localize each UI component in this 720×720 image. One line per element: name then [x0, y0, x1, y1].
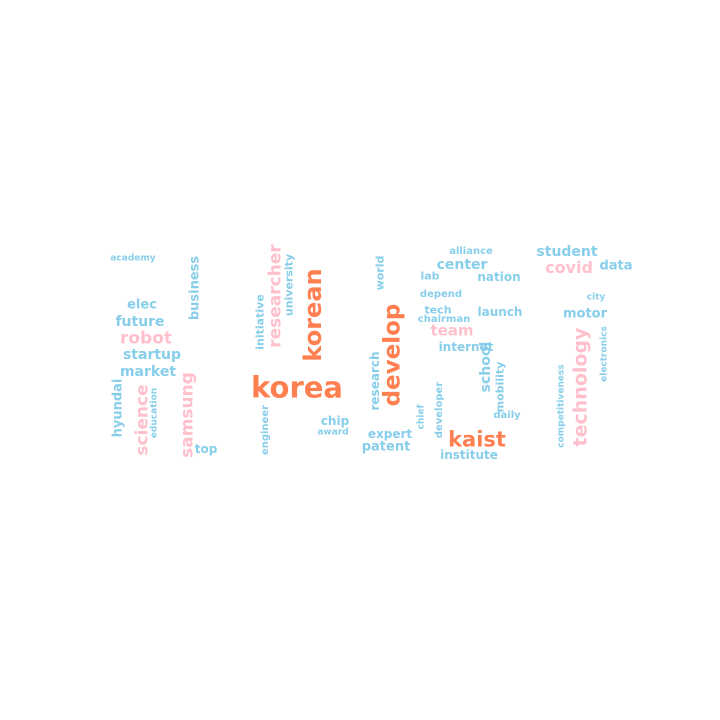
word-lab: lab [420, 269, 440, 283]
word-world: world [373, 255, 387, 291]
word-electronics: electronics [599, 326, 610, 382]
word-technology: technology [569, 327, 592, 447]
word-academy: academy [110, 253, 156, 264]
word-research: research [368, 351, 382, 411]
word-covid: covid [545, 258, 593, 277]
word-startup: startup [122, 347, 182, 363]
word-hyundai: hyundai [110, 378, 126, 438]
word-city: city [586, 292, 606, 303]
word-competitiveness: competitiveness [556, 364, 567, 448]
word-tech: tech [424, 303, 452, 317]
word-future: future [115, 314, 165, 330]
word-top: top [194, 442, 218, 456]
word-mobility: mobility [493, 361, 507, 413]
word-initiative: initiative [253, 294, 267, 350]
word-elec: elec [127, 297, 157, 313]
word-student: student [536, 244, 598, 260]
word-kaist: kaist [448, 427, 506, 452]
word-center: center [436, 257, 488, 273]
word-motor: motor [562, 306, 608, 322]
word-develop: develop [379, 303, 406, 407]
word-launch: launch [477, 305, 523, 319]
word-depend: depend [419, 289, 463, 300]
word-alliance: alliance [449, 246, 493, 257]
word-daily: daily [493, 410, 521, 421]
word-nation: nation [477, 270, 521, 284]
word-chief: chief [416, 404, 427, 430]
word-developer: developer [434, 381, 445, 439]
word-business: business [187, 255, 203, 321]
word-market: market [119, 364, 177, 380]
word-education: education [149, 387, 160, 439]
word-chairman: chairman [417, 314, 471, 325]
word-expert: expert [367, 427, 413, 441]
word-engineer: engineer [260, 404, 271, 456]
word-robot: robot [119, 328, 173, 349]
word-patent: patent [361, 439, 411, 455]
word-award: award [317, 427, 349, 438]
word-data: data [599, 258, 633, 274]
word-chip: chip [320, 414, 350, 428]
word-university: university [282, 253, 296, 317]
word-team: team [430, 321, 474, 340]
word-institute: institute [440, 448, 498, 462]
word-korean: korean [299, 268, 327, 362]
word-korea: korea [251, 370, 343, 405]
word-internet: internet [438, 340, 494, 354]
